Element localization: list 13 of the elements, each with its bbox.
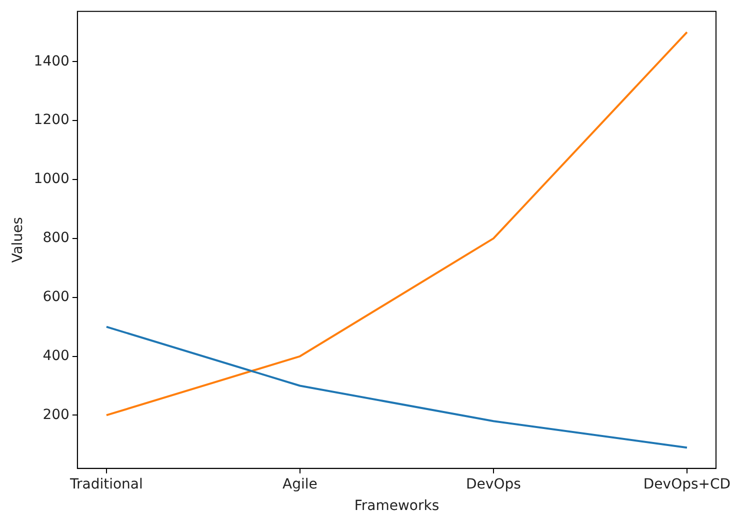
y-tick-label: 1200 bbox=[34, 112, 70, 128]
y-tick-label: 200 bbox=[42, 406, 70, 423]
y-axis-title: Values bbox=[10, 217, 26, 263]
x-tick-label: Traditional bbox=[69, 476, 143, 492]
x-axis-title: Frameworks bbox=[354, 498, 440, 514]
y-tick-label: 400 bbox=[42, 348, 70, 364]
x-tick-label: Agile bbox=[282, 476, 318, 492]
y-tick-label: 800 bbox=[42, 230, 70, 246]
x-tick-label: DevOps bbox=[466, 476, 521, 492]
y-tick-label: 600 bbox=[42, 288, 70, 305]
x-tick-label: DevOps+CD bbox=[643, 476, 731, 492]
y-tick-label: 1000 bbox=[34, 171, 70, 188]
y-tick-label: 1400 bbox=[34, 53, 70, 70]
